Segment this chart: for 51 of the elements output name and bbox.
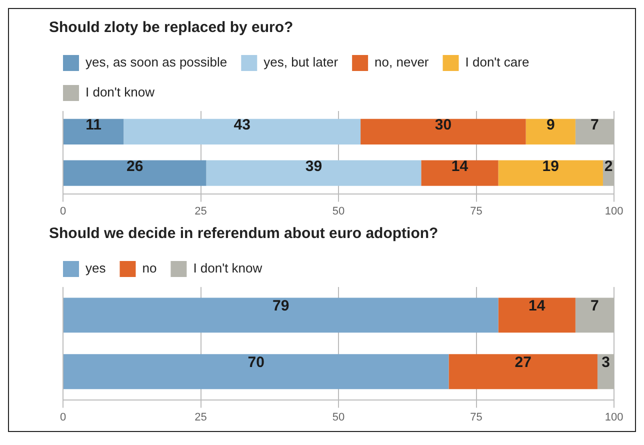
x-tick-label: 25 — [194, 205, 207, 218]
x-tick-label: 75 — [470, 205, 482, 218]
legend-label: yes, but later — [264, 54, 339, 70]
legend-label: I don't know — [193, 260, 263, 276]
data-label: 2 — [604, 158, 613, 175]
data-label: 26 — [126, 158, 144, 175]
x-tick-label: 0 — [60, 205, 66, 218]
data-label: 7 — [590, 298, 599, 315]
bar — [526, 118, 576, 145]
data-label: 70 — [248, 354, 264, 371]
data-label: 14 — [528, 298, 546, 315]
x-tick-label: 25 — [194, 411, 207, 424]
chart-title: Should we decide in referendum about euro adoption? — [49, 225, 438, 242]
bar — [498, 160, 603, 186]
legend-label: I don't care — [465, 54, 530, 70]
legend-label: yes — [86, 260, 106, 276]
bar — [421, 160, 498, 186]
data-label: 30 — [434, 116, 452, 134]
bar — [575, 118, 614, 145]
x-tick-label: 75 — [470, 411, 482, 424]
bar — [360, 118, 526, 145]
bar — [124, 118, 361, 145]
chart-title: Should zloty be replaced by euro? — [49, 19, 294, 36]
data-label: 9 — [546, 116, 555, 134]
legend-label: I don't know — [86, 84, 156, 100]
bar — [597, 354, 614, 390]
x-tick-label: 100 — [604, 205, 624, 218]
data-label: 19 — [542, 158, 559, 175]
bar — [575, 298, 614, 333]
bar — [498, 298, 576, 333]
data-label: 39 — [305, 158, 322, 175]
legend-label: no, never — [374, 54, 430, 70]
bar — [64, 298, 498, 333]
data-label: 79 — [272, 298, 290, 315]
data-label: 11 — [86, 116, 102, 134]
bar — [64, 354, 449, 390]
data-label: 27 — [514, 354, 532, 371]
bar — [64, 160, 206, 186]
data-label: 7 — [590, 116, 599, 134]
x-tick-label: 100 — [604, 411, 624, 424]
legend-label: no — [142, 260, 157, 276]
bar — [64, 118, 124, 145]
data-label: 3 — [602, 354, 610, 371]
legend-label: yes, as soon as possible — [86, 54, 228, 70]
bar — [206, 160, 422, 186]
data-label: 43 — [234, 116, 250, 134]
x-tick-label: 50 — [332, 411, 345, 424]
bar — [448, 354, 598, 390]
x-tick-label: 50 — [332, 205, 345, 218]
data-label: 14 — [451, 158, 469, 175]
x-tick-label: 0 — [60, 411, 66, 424]
